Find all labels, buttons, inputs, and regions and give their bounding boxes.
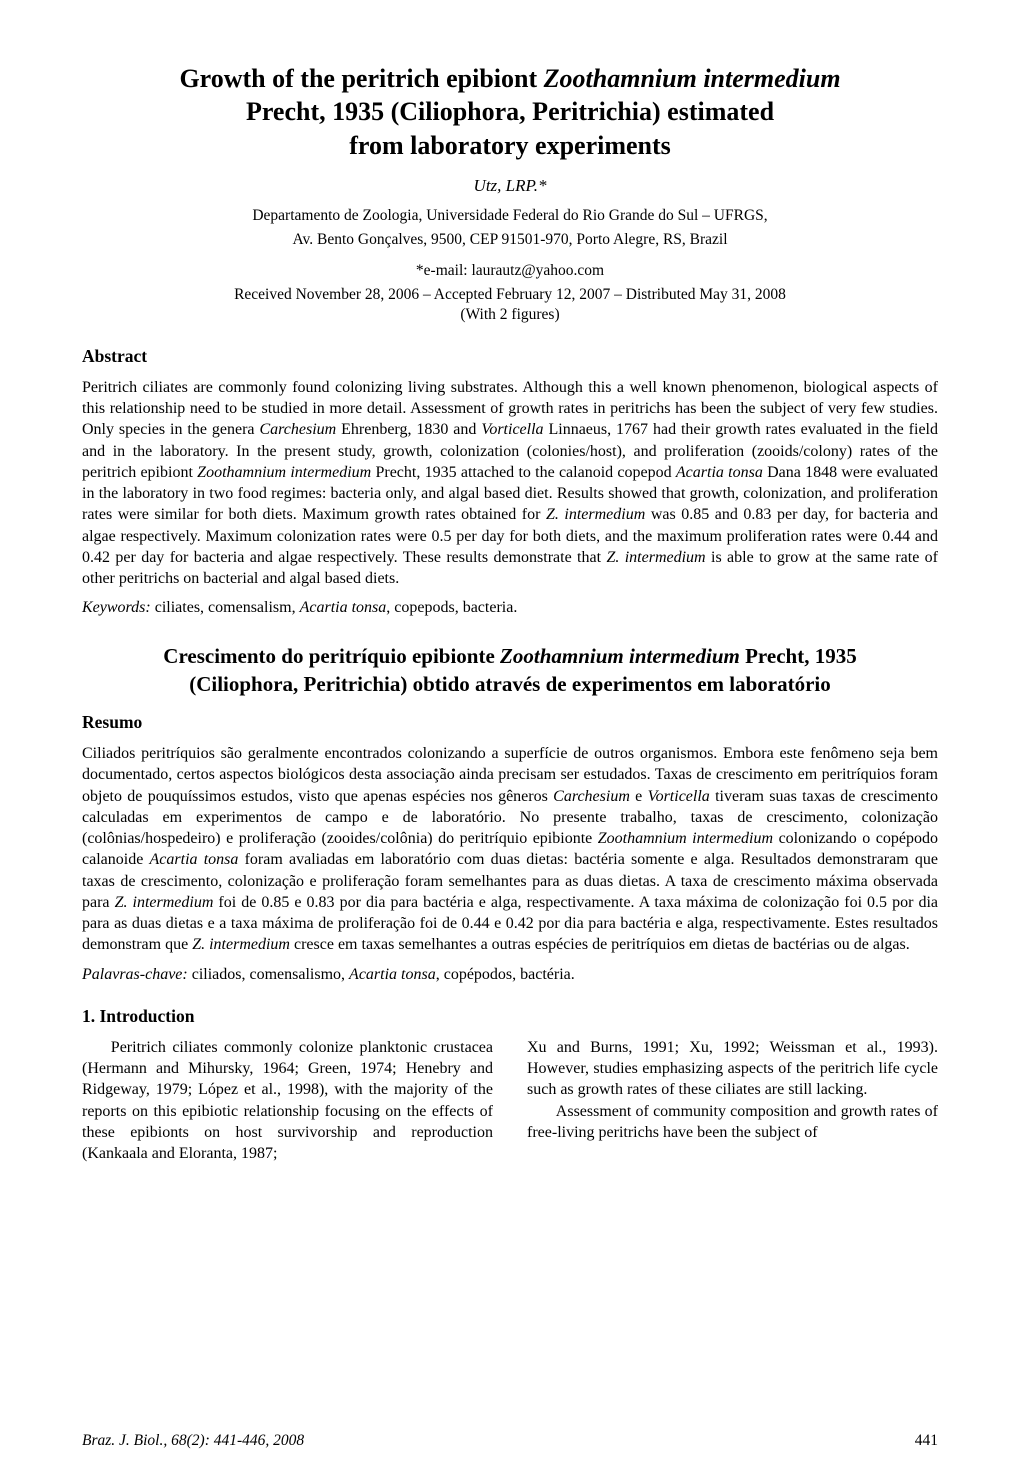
- received-line: Received November 28, 2006 – Accepted Fe…: [82, 286, 938, 304]
- page-footer: Braz. J. Biol., 68(2): 441-446, 2008 441: [82, 1432, 938, 1450]
- resumo-gen1: Carchesium: [553, 788, 630, 805]
- resumo-heading: Resumo: [82, 712, 938, 733]
- footer-journal: Braz. J. Biol., 68(2): 441-446, 2008: [82, 1432, 304, 1450]
- keywords-label-en: Keywords:: [82, 599, 151, 616]
- keywords-en: Keywords: ciliates, comensalism, Acartia…: [82, 599, 938, 617]
- title-line3: from laboratory experiments: [349, 131, 671, 160]
- keywords-label-pt: Palavras-chave:: [82, 966, 188, 983]
- genus-carchesium: Carchesium: [259, 421, 336, 438]
- two-column-body: Peritrich ciliates commonly colonize pla…: [82, 1037, 938, 1165]
- affiliation-block: Departamento de Zoologia, Universidade F…: [82, 204, 938, 252]
- resumo-sp1: Zoothamnium intermedium: [598, 830, 773, 847]
- title-line2: Precht, 1935 (Ciliophora, Peritrichia) e…: [246, 97, 774, 126]
- species-z-intermedium-2: Z. intermedium: [606, 549, 705, 566]
- corresponding-email: *e-mail: laurautz@yahoo.com: [82, 262, 938, 280]
- article-subtitle-pt: Crescimento do peritríquio epibionte Zoo…: [82, 643, 938, 698]
- intro-right-p2: Assessment of community composition and …: [527, 1101, 938, 1144]
- resumo-gen2: Vorticella: [648, 788, 710, 805]
- intro-left-p1: Peritrich ciliates commonly colonize pla…: [82, 1037, 493, 1165]
- column-left: Peritrich ciliates commonly colonize pla…: [82, 1037, 493, 1165]
- resumo-sp2: Acartia tonsa: [150, 851, 239, 868]
- title-line1: Growth of the peritrich epibiont: [179, 64, 543, 93]
- column-right: Xu and Burns, 1991; Xu, 1992; Weissman e…: [527, 1037, 938, 1165]
- species-zoothamnium: Zoothamnium intermedium: [197, 464, 371, 481]
- resumo-sp4: Z. intermedium: [192, 936, 290, 953]
- affiliation-line2: Av. Bento Gonçalves, 9500, CEP 91501-970…: [292, 231, 727, 248]
- article-title: Growth of the peritrich epibiont Zootham…: [82, 62, 938, 162]
- intro-right-p1: Xu and Burns, 1991; Xu, 1992; Weissman e…: [527, 1037, 938, 1101]
- species-z-intermedium: Z. intermedium: [546, 506, 645, 523]
- figures-note: (With 2 figures): [82, 306, 938, 324]
- abstract-heading: Abstract: [82, 346, 938, 367]
- introduction-heading: 1. Introduction: [82, 1006, 938, 1027]
- footer-page-number: 441: [915, 1432, 938, 1450]
- resumo-sp3: Z. intermedium: [115, 894, 214, 911]
- keywords-pt: Palavras-chave: ciliados, comensalismo, …: [82, 966, 938, 984]
- title-species: Zoothamnium intermedium: [544, 64, 841, 93]
- keywords-species-pt: Acartia tonsa: [349, 966, 436, 983]
- resumo-body: Ciliados peritríquios são geralmente enc…: [82, 743, 938, 956]
- author-line: Utz, LRP.*: [82, 176, 938, 196]
- species-acartia: Acartia tonsa: [676, 464, 763, 481]
- keywords-species-en: Acartia tonsa: [300, 599, 387, 616]
- subtitle-species-pt: Zoothamnium intermedium: [500, 644, 740, 668]
- abstract-body: Peritrich ciliates are commonly found co…: [82, 377, 938, 590]
- affiliation-line1: Departamento de Zoologia, Universidade F…: [252, 207, 767, 224]
- genus-vorticella: Vorticella: [481, 421, 543, 438]
